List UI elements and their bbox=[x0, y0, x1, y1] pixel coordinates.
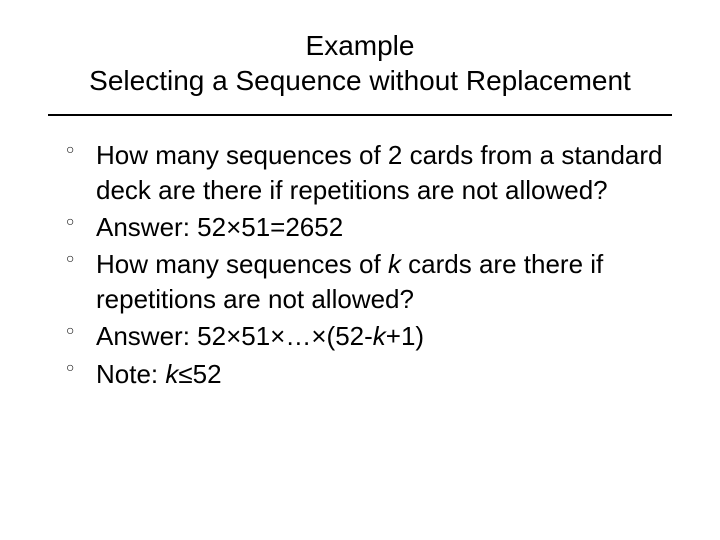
list-item: How many sequences of 2 cards from a sta… bbox=[66, 138, 664, 208]
title-line-2: Selecting a Sequence without Replacement bbox=[89, 65, 631, 96]
list-item: Note: k≤52 bbox=[66, 357, 664, 392]
bullet-text-italic: k bbox=[373, 321, 386, 351]
slide-title: Example Selecting a Sequence without Rep… bbox=[48, 28, 672, 108]
bullet-text-italic: k bbox=[388, 249, 401, 279]
bullet-text-suffix: ≤52 bbox=[178, 359, 221, 389]
bullet-text: How many sequences of 2 cards from a sta… bbox=[96, 140, 663, 205]
bullet-text-prefix: How many sequences of bbox=[96, 249, 388, 279]
list-item: How many sequences of k cards are there … bbox=[66, 247, 664, 317]
bullet-text: Answer: 52×51=2652 bbox=[96, 212, 343, 242]
slide: Example Selecting a Sequence without Rep… bbox=[0, 0, 720, 540]
bullet-text-prefix: Note: bbox=[96, 359, 165, 389]
bullet-list: How many sequences of 2 cards from a sta… bbox=[48, 138, 672, 392]
title-line-1: Example bbox=[306, 30, 415, 61]
bullet-text-italic: k bbox=[165, 359, 178, 389]
bullet-text-prefix: Answer: 52×51×…×(52- bbox=[96, 321, 373, 351]
list-item: Answer: 52×51×…×(52-k+1) bbox=[66, 319, 664, 354]
list-item: Answer: 52×51=2652 bbox=[66, 210, 664, 245]
bullet-text-suffix: +1) bbox=[386, 321, 424, 351]
title-underline bbox=[48, 114, 672, 116]
